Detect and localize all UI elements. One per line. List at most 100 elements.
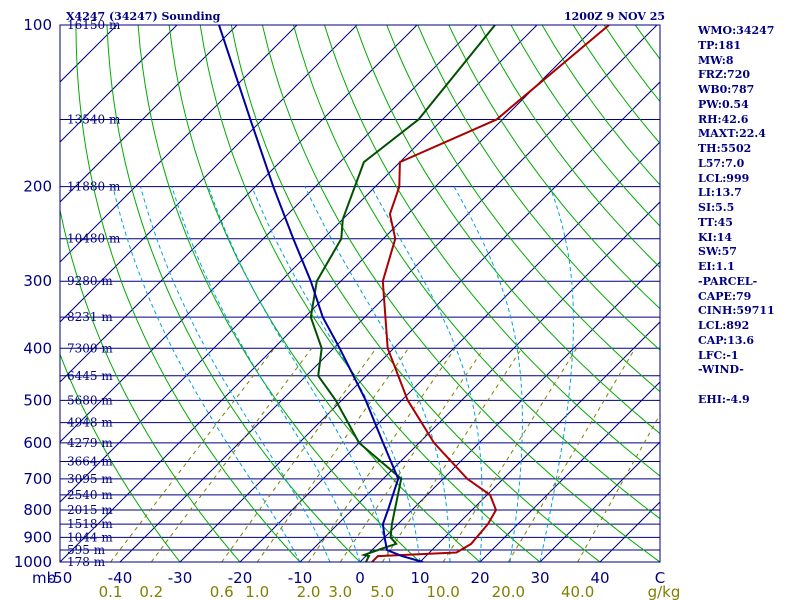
mixing-ratio-label: 40.0 bbox=[561, 583, 594, 600]
height-label: 9280 m bbox=[67, 274, 113, 288]
isotherm-line bbox=[419, 321, 660, 562]
mixing-ratio-label: 0.2 bbox=[139, 583, 163, 600]
index-item: EI:1.1 bbox=[698, 260, 735, 273]
height-label: 2540 m bbox=[67, 488, 113, 502]
index-item: CAPE:79 bbox=[698, 289, 752, 303]
index-item: L57:7.0 bbox=[698, 156, 745, 170]
plot-frame bbox=[59, 24, 661, 563]
index-item: FRZ:720 bbox=[698, 68, 751, 82]
moist-adiabat-line bbox=[251, 186, 421, 562]
height-label: 13540 m bbox=[67, 113, 121, 127]
index-item: EHI:-4.9 bbox=[698, 392, 750, 406]
temperature-profile bbox=[371, 25, 610, 562]
height-label: 1518 m bbox=[67, 517, 113, 531]
mixing-ratio-label: 0.6 bbox=[210, 583, 234, 600]
isotherm-line bbox=[60, 25, 478, 443]
sounding-profiles bbox=[218, 25, 610, 562]
mixing-ratio-label: 3.0 bbox=[328, 583, 352, 600]
index-item bbox=[698, 378, 798, 393]
mixing-ratio-line bbox=[381, 348, 523, 562]
pressure-tick-label: 500 bbox=[23, 391, 52, 409]
index-item: TP:181 bbox=[698, 38, 742, 52]
moist-adiabat-line bbox=[453, 186, 523, 562]
temperature-tick-label: 10 bbox=[410, 569, 429, 587]
pressure-tick-label: 600 bbox=[23, 434, 52, 452]
mixing-ratio-label: 5.0 bbox=[370, 583, 394, 600]
dewpoint-profile bbox=[309, 25, 496, 562]
index-item: WMO:34247 bbox=[698, 24, 775, 37]
height-label: 10480 m bbox=[67, 232, 121, 246]
mixing-ratio-line bbox=[308, 348, 456, 562]
mixing-ratio-label: 0.1 bbox=[99, 583, 123, 600]
index-item: -WIND- bbox=[698, 363, 744, 377]
index-item: TT:45 bbox=[698, 215, 733, 229]
index-item: LI:13.7 bbox=[698, 186, 742, 200]
temperature-tick-label: 30 bbox=[530, 569, 549, 587]
dry-adiabat-line bbox=[75, 25, 301, 562]
pressure-tick-label: 400 bbox=[23, 339, 52, 357]
temperature-tick-label: -50 bbox=[48, 569, 73, 587]
pressure-tick-label: 200 bbox=[23, 178, 52, 196]
moist-adiabat-line bbox=[112, 186, 301, 562]
dry-adiabat-line bbox=[448, 25, 660, 310]
temperature-tick-label: -20 bbox=[228, 569, 253, 587]
pressure-tick-label: 900 bbox=[23, 528, 52, 546]
pressure-tick-label: 100 bbox=[23, 16, 52, 34]
dry-adiabat-line bbox=[230, 25, 601, 562]
index-item: PW:0.54 bbox=[698, 97, 749, 111]
temperature-tick-label: 0 bbox=[355, 569, 365, 587]
isotherm-line bbox=[60, 25, 598, 562]
height-label: 7300 m bbox=[67, 341, 113, 355]
index-item: SI:5.5 bbox=[698, 201, 735, 214]
pressure-tick-label: 800 bbox=[23, 501, 52, 519]
dry-adiabat-line bbox=[106, 25, 361, 562]
temperature-tick-label: -10 bbox=[288, 569, 313, 587]
temperature-tick-label: -40 bbox=[108, 569, 133, 587]
temperature-tick-label: -30 bbox=[168, 569, 193, 587]
moist-adiabat-line bbox=[171, 186, 361, 562]
isotherm-line bbox=[359, 261, 660, 562]
temperature-tick-label: 40 bbox=[590, 569, 609, 587]
height-label: 4279 m bbox=[67, 436, 113, 450]
isotherm-line bbox=[60, 25, 238, 203]
mixing-ratio-line bbox=[110, 348, 275, 562]
height-label: 2015 m bbox=[67, 503, 113, 517]
dry-adiabat-line bbox=[261, 25, 660, 562]
index-item: MAXT:22.4 bbox=[698, 127, 766, 141]
mixing-ratio-unit-label: g/kg bbox=[648, 583, 681, 600]
index-item: RH:42.6 bbox=[698, 112, 749, 126]
dry-adiabat-line bbox=[137, 25, 421, 562]
mixing-ratio-line bbox=[442, 348, 578, 562]
isotherm-line bbox=[539, 441, 660, 562]
parcel-profile bbox=[218, 25, 424, 562]
index-item: CINH:59711 bbox=[698, 304, 775, 318]
temperature-tick-label: 20 bbox=[470, 569, 489, 587]
height-label: 595 m bbox=[67, 543, 106, 557]
pressure-tick-label: 700 bbox=[23, 470, 52, 488]
temperature-tick-label: C bbox=[655, 569, 665, 587]
height-label: 16150 m bbox=[67, 18, 121, 32]
mixing-ratio-line bbox=[339, 348, 485, 562]
moist-adiabat-line bbox=[207, 186, 391, 562]
isotherm-line bbox=[60, 25, 418, 383]
height-label: 11880 m bbox=[67, 180, 121, 194]
index-item: LFC:-1 bbox=[698, 348, 739, 362]
mixing-ratio-label: 20.0 bbox=[492, 583, 525, 600]
height-label: 178 m bbox=[67, 555, 106, 569]
height-label: 1044 m bbox=[67, 530, 113, 544]
mixing-ratio-label: 2.0 bbox=[297, 583, 321, 600]
mixing-ratio-line bbox=[221, 348, 377, 562]
height-label: 4948 m bbox=[67, 416, 113, 430]
isotherm-line bbox=[60, 25, 298, 263]
index-item: LCL:892 bbox=[698, 319, 750, 332]
height-label: 3664 m bbox=[67, 455, 113, 469]
index-item: -PARCEL- bbox=[698, 274, 758, 288]
valid-time: 1200Z 9 NOV 25 bbox=[564, 10, 665, 23]
dry-adiabat-line bbox=[479, 25, 660, 269]
mixing-ratio-line bbox=[150, 348, 313, 562]
mixing-ratio-line bbox=[577, 413, 660, 562]
mixing-ratio-line bbox=[256, 348, 409, 562]
